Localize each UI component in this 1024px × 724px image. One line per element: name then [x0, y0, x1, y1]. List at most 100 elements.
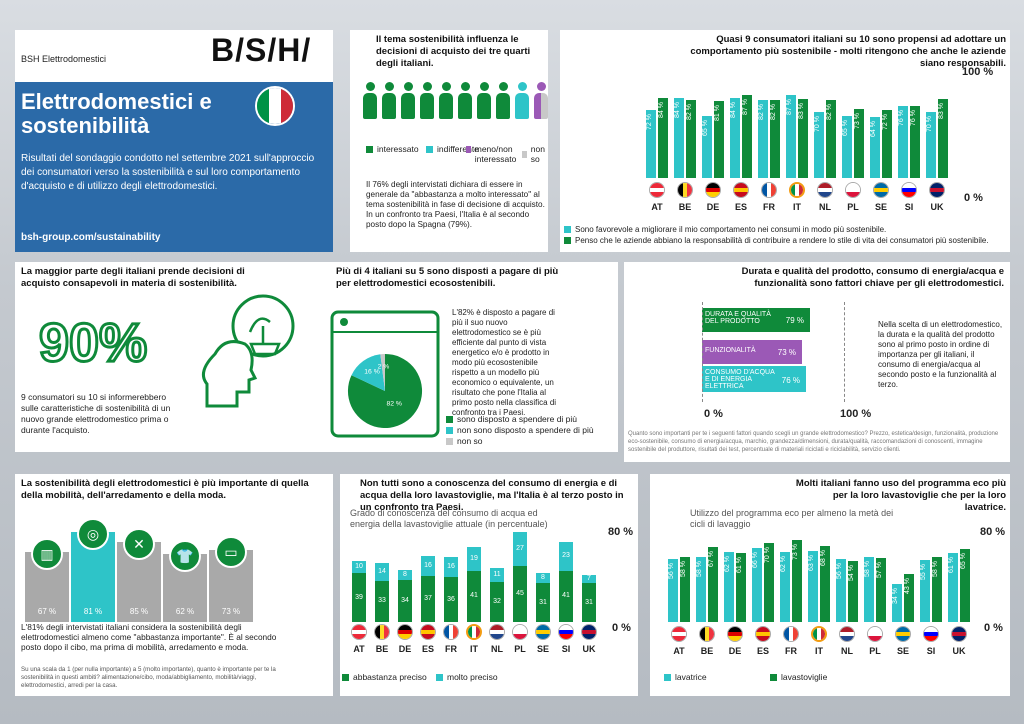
bar-it-molto: 19 [467, 547, 481, 571]
bar-label: 55 % [920, 564, 927, 581]
bar-se-0: 34 % [892, 583, 902, 622]
flag-fr-icon [761, 182, 777, 198]
panel-behaviour-title: Quasi 9 consumatori italiani su 10 sono … [690, 34, 1006, 69]
pie-label: 2 % [378, 364, 390, 371]
bar-fr-1: 82 % [770, 100, 780, 178]
axis-max: 100 % [962, 66, 994, 78]
bar-pl-1: 73 % [854, 108, 864, 178]
shirt-icon: 👕 [169, 540, 201, 572]
behaviour-chart: 72 % 84 % AT 84 % 82 % BE 65 % 81 % DE 84 % 87 % ES… [646, 74, 956, 212]
flag-de-icon [397, 624, 413, 640]
flag-nl-icon [817, 182, 833, 198]
bar-at-molto: 10 [352, 560, 366, 574]
area-bar-2: ✕ 85 % [117, 528, 161, 622]
bar-nl-0: 70 % [814, 111, 824, 178]
bar-label: 87 % [786, 99, 793, 116]
legend-pay-no: non sono disposto a spendere di più [446, 425, 594, 435]
hero-title: Elettrodomestici e sostenibilità [21, 89, 212, 138]
sustainability-link[interactable]: bsh-group.com/sustainability [21, 232, 161, 243]
people-icons [362, 82, 548, 122]
flag-de-icon [727, 626, 743, 642]
country-label: AT [353, 644, 365, 654]
country-label: IT [470, 644, 478, 654]
hero-intro: Risultati del sondaggio condotto nel set… [21, 153, 315, 192]
panel-behaviour: Quasi 9 consumatori italiani su 10 sono … [560, 30, 1010, 252]
area-bar-1: ◎ 81 % [71, 518, 115, 622]
country-label: PL [869, 646, 881, 656]
bar-at-1: 84 % [658, 98, 668, 178]
country-label: SE [536, 644, 549, 654]
bar-label: 43 % [904, 577, 911, 594]
flag-de-icon [705, 182, 721, 198]
person-icon [514, 82, 530, 120]
panel-interest: Il tema sostenibilità influenza le decis… [350, 30, 548, 252]
panel-areas: La sostenibilità degli elettrodomestici … [15, 474, 333, 696]
bar-uk-molto: 7 [582, 574, 596, 584]
bar-nl-1: 82 % [826, 100, 836, 178]
factor-text: Nella scelta di un elettrodomestico, la … [878, 320, 1003, 389]
head-plant-icon [201, 294, 295, 408]
country-label: SI [561, 644, 571, 654]
bar-se-1: 43 % [904, 573, 914, 622]
area-value: 85 % [129, 607, 149, 616]
flag-es-icon [755, 626, 771, 642]
panel-factors-title: Durata e qualità del prodotto, consumo d… [741, 266, 1004, 289]
factor-bar-energy: CONSUMO D'ACQUA E DI ENERGIA ELETTRICA 7… [702, 366, 806, 392]
bar-label: 73 % [854, 112, 861, 129]
person-icon [476, 82, 492, 120]
pie-slice-0 [347, 353, 423, 429]
country-label: DE [706, 202, 720, 212]
knowledge-subtitle: Grado di conoscenza del consumo di acqua… [350, 508, 548, 529]
eco-axis-min: 0 % [984, 622, 1003, 634]
areas-footnote: Su una scala da 1 (per nulla importante)… [21, 666, 276, 689]
country-label: IT [815, 646, 823, 656]
bar-it-abbastanza: 41 [467, 570, 481, 622]
bar-si-molto: 23 [559, 542, 573, 571]
legend-molto: molto preciso [436, 672, 498, 682]
hero-panel: BSH Elettrodomestici B/S/H/ Elettrodomes… [15, 30, 333, 252]
bar-uk-0: 70 % [926, 111, 936, 178]
bar-it-0: 87 % [786, 95, 796, 178]
pie-label: 16 % [364, 368, 380, 375]
bar-es-molto: 16 [421, 555, 435, 576]
bar-pl-0: 65 % [842, 116, 852, 178]
country-label: ES [734, 202, 747, 212]
country-label: ES [421, 644, 434, 654]
country-label: FR [763, 202, 775, 212]
bar-label: 83 % [798, 103, 805, 120]
bar-de-1: 61 % [736, 553, 746, 622]
bar-si-0: 55 % [920, 560, 930, 622]
panel-eco-title: Molti italiani fanno uso del programma e… [795, 478, 1006, 513]
panel-interest-title: Il tema sostenibilità influenza le decis… [376, 34, 531, 69]
pie-slice-1 [351, 354, 385, 391]
panel-knowledge-title: Non tutti sono a conoscenza del consumo … [360, 478, 624, 513]
country-label: SI [904, 202, 914, 212]
panel-pay-more: Più di 4 italiani su 5 sono disposti a p… [322, 262, 618, 452]
knowledge-axis-max: 80 % [608, 526, 634, 538]
bar-fr-molto: 16 [444, 557, 458, 577]
country-label: ES [756, 646, 769, 656]
country-label: UK [952, 646, 966, 656]
bar-pl-molto: 27 [513, 532, 527, 566]
bar-it-1: 68 % [820, 545, 830, 622]
bar-label: 58 % [696, 560, 703, 577]
bar-uk-1: 83 % [938, 99, 948, 178]
bar-label: 62 % [780, 556, 787, 573]
flag-at-icon [351, 624, 367, 640]
bar-it-1: 83 % [798, 99, 808, 178]
pie-slice-2 [380, 353, 385, 391]
bar-label: 70 % [926, 115, 933, 132]
bar-de-0: 65 % [702, 116, 712, 178]
flag-fr-icon [443, 624, 459, 640]
bar-label: 56 % [668, 563, 675, 579]
factor-axis-max: 100 % [840, 408, 872, 420]
person-icon [419, 82, 435, 120]
factor-bar-quality: DURATA E QUALITÀ DEL PRODOTTO 79 % [702, 308, 810, 332]
bar-it-0: 63 % [808, 551, 818, 622]
bar-se-0: 64 % [870, 117, 880, 178]
legend-lavatrice: lavatrice [664, 672, 707, 682]
bar-es-1: 87 % [742, 95, 752, 178]
flag-si-icon [923, 626, 939, 642]
bar-label: 82 % [826, 104, 833, 121]
bar-label: 56 % [836, 563, 843, 579]
